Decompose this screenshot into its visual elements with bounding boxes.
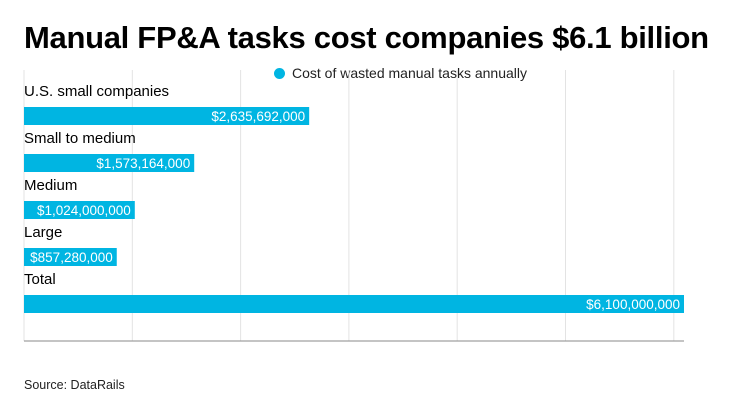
bar (24, 107, 310, 125)
category-label: Small to medium (24, 130, 136, 147)
bar-value-label: $857,280,000 (30, 250, 113, 265)
legend-swatch (274, 67, 285, 79)
category-label: Total (24, 271, 56, 288)
bar-value-label: $2,635,692,000 (211, 109, 305, 124)
bar (24, 295, 684, 313)
legend-label: Cost of wasted manual tasks annually (292, 65, 528, 81)
chart-legend: Cost of wasted manual tasks annually (274, 64, 527, 82)
category-label: Large (24, 224, 62, 241)
category-label: U.S. small companies (24, 83, 169, 100)
bar (24, 201, 135, 219)
source-note: Source: DataRails (24, 378, 125, 392)
bar (24, 248, 117, 266)
bar-value-label: $6,100,000,000 (586, 297, 680, 312)
chart-title: Manual FP&A tasks cost companies $6.1 bi… (24, 20, 709, 55)
bar-value-label: $1,573,164,000 (96, 156, 190, 171)
bar-value-label: $1,024,000,000 (37, 203, 131, 218)
bar (24, 154, 195, 172)
category-label: Medium (24, 177, 77, 194)
